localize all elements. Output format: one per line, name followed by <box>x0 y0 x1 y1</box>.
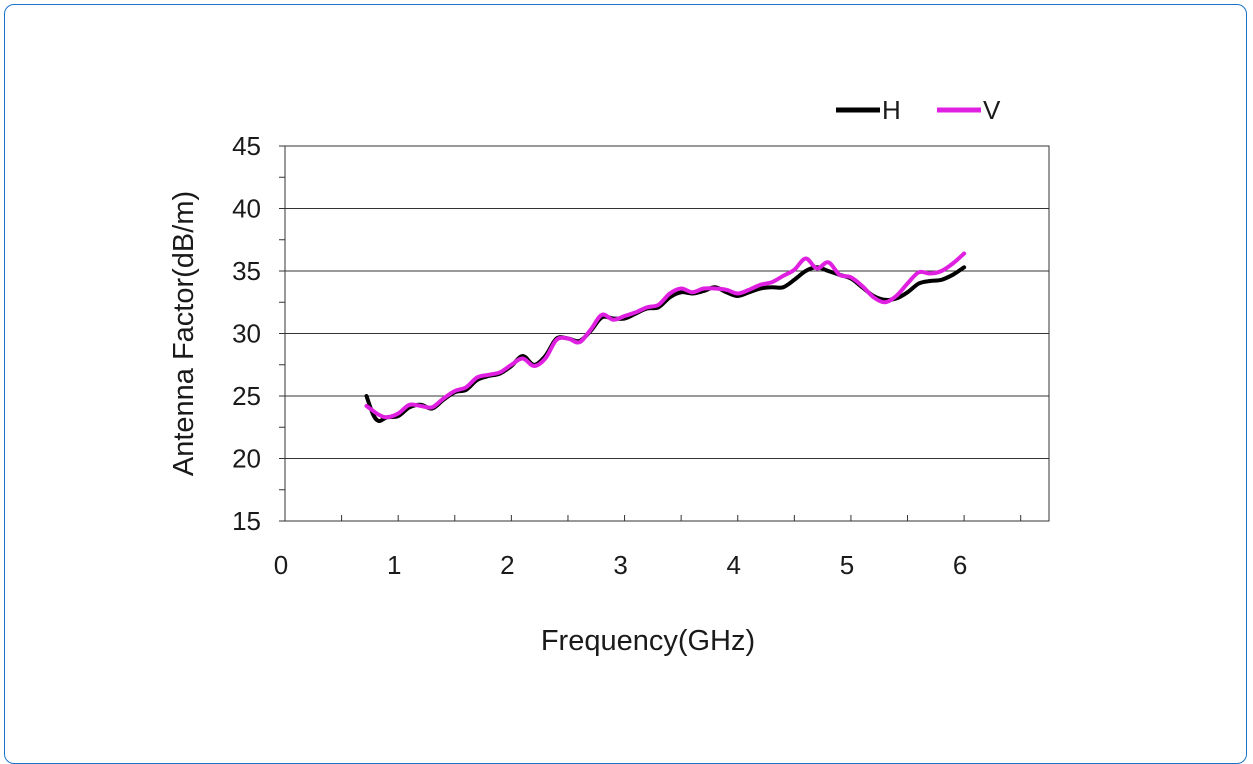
x-tick-label: 1 <box>387 550 401 580</box>
x-axis-title: Frequency(GHz) <box>541 625 755 657</box>
y-tick-label: 45 <box>232 131 261 161</box>
y-tick-label: 30 <box>232 319 261 349</box>
series-layer <box>364 251 967 424</box>
grid-layer <box>285 208 1049 459</box>
x-tick-label: 5 <box>840 550 854 580</box>
y-tick-label: 15 <box>232 506 261 536</box>
y-axis-title: Antenna Factor(dB/m) <box>168 191 200 476</box>
series-line-v <box>364 251 967 420</box>
legend-label-v: V <box>983 95 1001 125</box>
x-tick-label: 2 <box>500 550 514 580</box>
y-tick-label: 25 <box>232 381 261 411</box>
x-tick-label: 0 <box>274 550 288 580</box>
y-tick-label: 40 <box>232 194 261 224</box>
x-tick-label: 4 <box>727 550 741 580</box>
series-line-h <box>364 265 967 424</box>
y-tick-label: 35 <box>232 256 261 286</box>
legend: H V <box>836 95 1001 125</box>
x-tick-label: 6 <box>953 550 967 580</box>
x-tick-label: 3 <box>613 550 627 580</box>
legend-label-h: H <box>882 95 901 125</box>
y-tick-label: 20 <box>232 444 261 474</box>
